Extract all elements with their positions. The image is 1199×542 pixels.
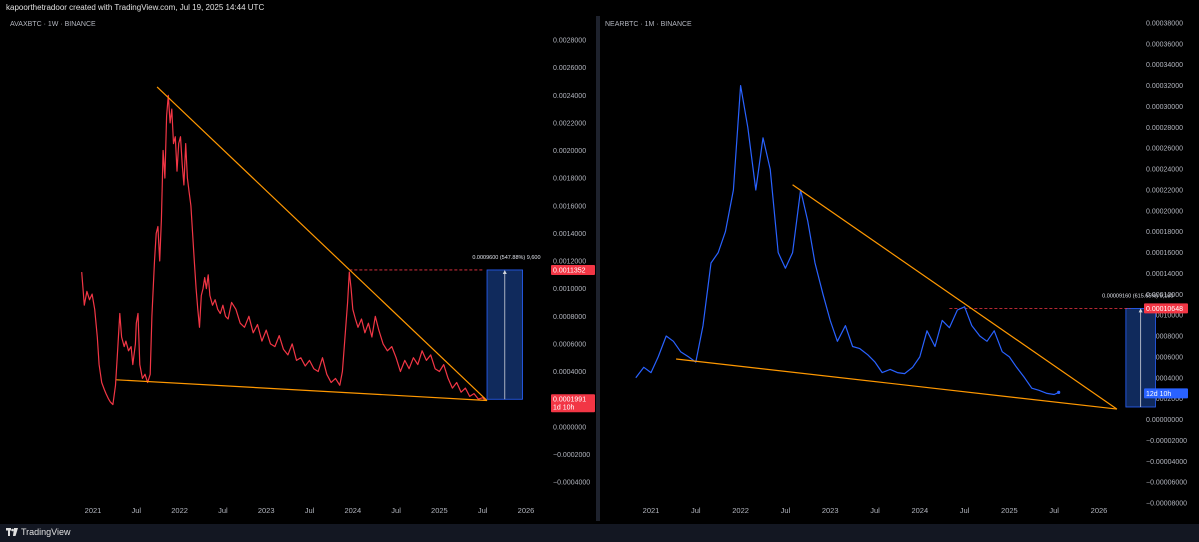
x-tick-label: 2021 [85,506,102,515]
x-tick-label: 2026 [1091,506,1108,515]
x-tick-label: 2021 [643,506,660,515]
y-tick-label: 0.00028000 [1146,125,1183,132]
y-tick-label: −0.00006000 [1146,480,1187,487]
y-tick-label: 0.0022000 [553,120,586,127]
x-tick-label: 2023 [258,506,275,515]
y-tick-label: 0.00008000 [1146,334,1183,341]
y-tick-label: −0.00008000 [1146,501,1187,508]
measure-arrow-head [502,269,507,274]
y-tick-label: 0.00022000 [1146,187,1183,194]
panel-divider[interactable] [596,16,600,521]
x-tick-label: Jul [478,506,488,515]
y-tick-label: 0.00032000 [1146,83,1183,90]
y-tick-label: 0.0000000 [553,424,586,431]
x-tick-label: Jul [781,506,791,515]
y-tick-label: 0.00024000 [1146,167,1183,174]
y-tick-label: 0.0014000 [553,231,586,238]
footer-bar: TradingView [0,524,1199,542]
y-tick-label: 0.00016000 [1146,250,1183,257]
nearbtc-chart[interactable]: 0.00038000 0.00036000 0.00034000 0.00032000… [600,16,1194,521]
x-tick-label: Jul [691,506,701,515]
trendline[interactable] [116,379,488,402]
x-tick-label: Jul [391,506,401,515]
y-tick-label: 0.0024000 [553,93,586,100]
x-tick-label: 2024 [344,506,361,515]
y-tick-label: 0.0028000 [553,38,586,45]
tradingview-brand: TradingView [21,527,71,537]
symbol-label[interactable]: NEARBTC · 1M · BINANCE [605,21,692,28]
y-tick-label: −0.0004000 [553,480,590,487]
y-tick-label: −0.0002000 [553,452,590,459]
x-tick-label: 2025 [431,506,448,515]
x-tick-label: 2023 [822,506,839,515]
y-tick-label: 0.00002000 [1146,396,1183,403]
y-tick-label: 0.00012000 [1146,292,1183,299]
x-tick-label: Jul [870,506,880,515]
y-tick-label: 0.0004000 [553,369,586,376]
y-tick-label: 0.00014000 [1146,271,1183,278]
y-tick-label: 0.00034000 [1146,62,1183,69]
y-tick-label: −0.00004000 [1146,459,1187,466]
y-tick-label: 0.0008000 [553,314,586,321]
y-tick-label: 0.0010000 [553,286,586,293]
price-badge-value: 12d 10h [1146,391,1171,398]
price-badge [551,264,595,275]
x-tick-label: 2022 [732,506,749,515]
measure-label: 0.00009160 (615.65%) 9,160 [1102,293,1173,299]
y-tick-label: 0.00000000 [1146,417,1183,424]
x-tick-label: Jul [960,506,970,515]
trendline[interactable] [156,86,488,401]
avaxbtc-chart[interactable]: 0.0028000 0.0026000 0.0024000 0.0022000 0.00… [5,16,596,521]
trendline[interactable] [792,184,1118,410]
price-series-line[interactable] [635,84,1059,396]
x-tick-label: Jul [305,506,315,515]
tradingview-logo-icon [6,528,18,536]
symbol-label[interactable]: AVAXBTC · 1W · BINANCE [10,21,96,28]
y-tick-label: 0.00006000 [1146,354,1183,361]
price-badge-value: 0.0001991 [553,397,586,404]
y-tick-label: 0.00038000 [1146,21,1183,28]
price-badge [1144,303,1188,314]
nearbtc-panel[interactable]: NEARBTC · 1M · BINANCE 0.00038000 0.00036… [600,16,1194,521]
x-tick-label: 2022 [171,506,188,515]
x-tick-label: Jul [1049,506,1059,515]
y-tick-label: 0.0018000 [553,176,586,183]
y-tick-label: 0.00010000 [1146,313,1183,320]
y-tick-label: 0.0012000 [553,259,586,266]
x-tick-label: Jul [132,506,142,515]
y-tick-label: 0.0006000 [553,341,586,348]
x-tick-label: 2024 [911,506,928,515]
avaxbtc-panel[interactable]: AVAXBTC · 1W · BINANCE 0.0028000 0.002600… [5,16,596,521]
last-price-dot [1057,390,1061,394]
price-badge [551,394,595,413]
y-tick-label: 0.0026000 [553,65,586,72]
y-tick-label: 0.0016000 [553,203,586,210]
y-tick-label: 0.0020000 [553,148,586,155]
measure-label: 0.0009600 (547.88%) 9,600 [472,255,540,261]
price-badge-value: 0.00010648 [1146,306,1183,313]
y-tick-label: −0.00002000 [1146,438,1187,445]
y-tick-label: 0.00004000 [1146,375,1183,382]
y-tick-label: 0.00030000 [1146,104,1183,111]
measure-arrow-head [1138,308,1143,313]
x-tick-label: 2025 [1001,506,1018,515]
x-tick-label: 2026 [518,506,535,515]
y-tick-label: 0.00036000 [1146,41,1183,48]
tradingview-logo[interactable]: TradingView [6,527,71,537]
price-badge-countdown: 1d 10h [553,405,575,412]
x-tick-label: Jul [218,506,228,515]
price-badge-value: 0.0011352 [553,267,586,274]
y-tick-label: 0.00026000 [1146,146,1183,153]
y-tick-label: 0.00020000 [1146,208,1183,215]
y-tick-label: 0.00018000 [1146,229,1183,236]
price-badge [1144,388,1188,399]
chart-header: kapoorthetradoor created with TradingVie… [6,3,265,12]
price-series-line[interactable] [81,94,486,406]
trendline[interactable] [676,358,1117,410]
